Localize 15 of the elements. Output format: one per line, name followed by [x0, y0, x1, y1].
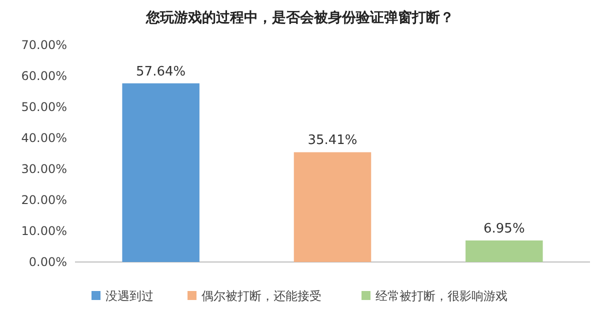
- y-tick-label: 60.00%: [21, 69, 67, 83]
- y-tick-label: 20.00%: [21, 193, 67, 207]
- data-label: 6.95%: [484, 221, 525, 236]
- y-tick-label: 70.00%: [21, 38, 67, 52]
- data-label: 35.41%: [308, 133, 358, 148]
- y-tick-label: 0.00%: [28, 255, 67, 269]
- data-label: 57.64%: [136, 64, 186, 80]
- legend-label: 经常被打断，很影响游戏: [376, 289, 508, 303]
- legend-label: 偶尔被打断，还能接受: [202, 289, 322, 303]
- y-tick-label: 40.00%: [21, 131, 67, 145]
- y-tick-label: 10.00%: [21, 224, 67, 238]
- chart-title: 您玩游戏的过程中，是否会被身份验证弹窗打断？: [145, 9, 454, 26]
- legend-label: 没遇到过: [106, 289, 154, 303]
- y-tick-label: 30.00%: [21, 162, 67, 176]
- y-tick-label: 50.00%: [21, 100, 67, 114]
